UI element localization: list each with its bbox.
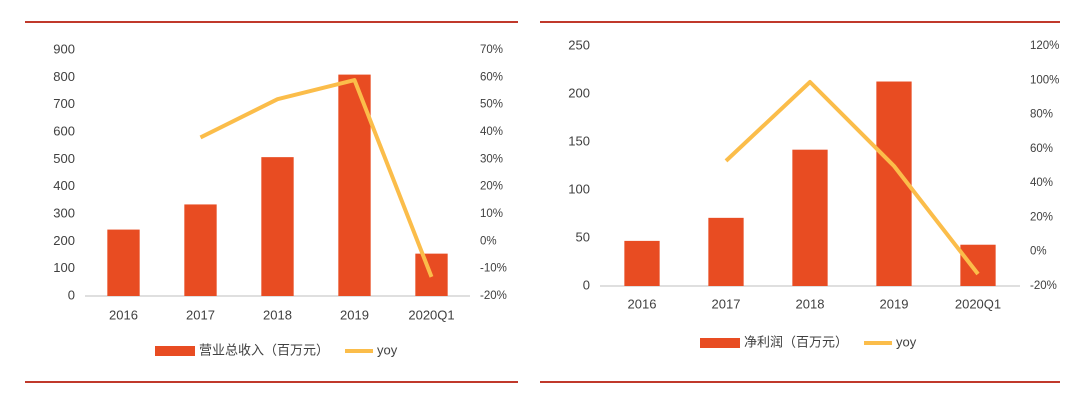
y-tick-label: 500 <box>53 151 75 166</box>
bar <box>708 217 744 286</box>
bar <box>107 229 140 296</box>
x-tick-label: 2016 <box>628 296 657 311</box>
x-tick-label: 2019 <box>880 296 909 311</box>
y-tick-label: 300 <box>53 205 75 220</box>
y-tick-label: 50 <box>576 229 590 244</box>
x-tick-label: 2020Q1 <box>408 307 454 322</box>
x-tick-label: 2020Q1 <box>955 296 1001 311</box>
legend-swatch <box>700 338 740 348</box>
legend-label: yoy <box>377 342 398 357</box>
y-tick-label: 100 <box>568 181 590 196</box>
y2-tick-label: 100% <box>1030 74 1059 86</box>
x-tick-label: 2018 <box>263 307 292 322</box>
legend-swatch <box>155 346 195 356</box>
y-tick-label: 100 <box>53 260 75 275</box>
bar <box>261 157 294 296</box>
y2-tick-label: 20% <box>1030 211 1053 223</box>
y-tick-label: 400 <box>53 178 75 193</box>
y2-tick-label: 0% <box>480 235 497 247</box>
y2-tick-label: 30% <box>480 153 503 165</box>
y2-tick-label: 120% <box>1030 40 1059 52</box>
bar <box>960 244 996 286</box>
y-tick-label: 250 <box>568 37 590 52</box>
y2-tick-label: 10% <box>480 208 503 220</box>
legend-label: 净利润（百万元） <box>744 334 848 349</box>
y-tick-label: 0 <box>68 287 75 302</box>
y-tick-label: 200 <box>568 85 590 100</box>
x-tick-label: 2017 <box>186 307 215 322</box>
x-tick-label: 2017 <box>712 296 741 311</box>
y2-tick-label: 50% <box>480 99 503 111</box>
legend-label: 营业总收入（百万元） <box>199 342 329 357</box>
y2-tick-label: 40% <box>1030 177 1053 189</box>
y2-tick-label: 60% <box>1030 143 1053 155</box>
y2-tick-label: -10% <box>480 263 507 275</box>
y2-tick-label: 0% <box>1030 246 1047 258</box>
y2-tick-label: -20% <box>1030 280 1057 292</box>
legend-label: yoy <box>896 334 917 349</box>
y2-tick-label: 40% <box>480 126 503 138</box>
x-tick-label: 2016 <box>109 307 138 322</box>
x-tick-label: 2019 <box>340 307 369 322</box>
y-tick-label: 900 <box>53 41 75 56</box>
yoy-line <box>199 78 434 278</box>
bar <box>624 240 660 286</box>
y-tick-label: 200 <box>53 233 75 248</box>
y2-tick-label: 20% <box>480 181 503 193</box>
yoy-line <box>724 80 980 276</box>
y2-tick-label: 60% <box>480 71 503 83</box>
y2-tick-label: 70% <box>480 44 503 56</box>
y2-tick-label: 80% <box>1030 109 1053 121</box>
y-tick-label: 700 <box>53 96 75 111</box>
y2-tick-label: -20% <box>480 290 507 302</box>
x-tick-label: 2018 <box>796 296 825 311</box>
y-tick-label: 0 <box>583 277 590 292</box>
y-tick-label: 150 <box>568 133 590 148</box>
y-tick-label: 600 <box>53 123 75 138</box>
bar <box>792 149 828 286</box>
y-tick-label: 800 <box>53 69 75 84</box>
bar <box>184 204 217 296</box>
